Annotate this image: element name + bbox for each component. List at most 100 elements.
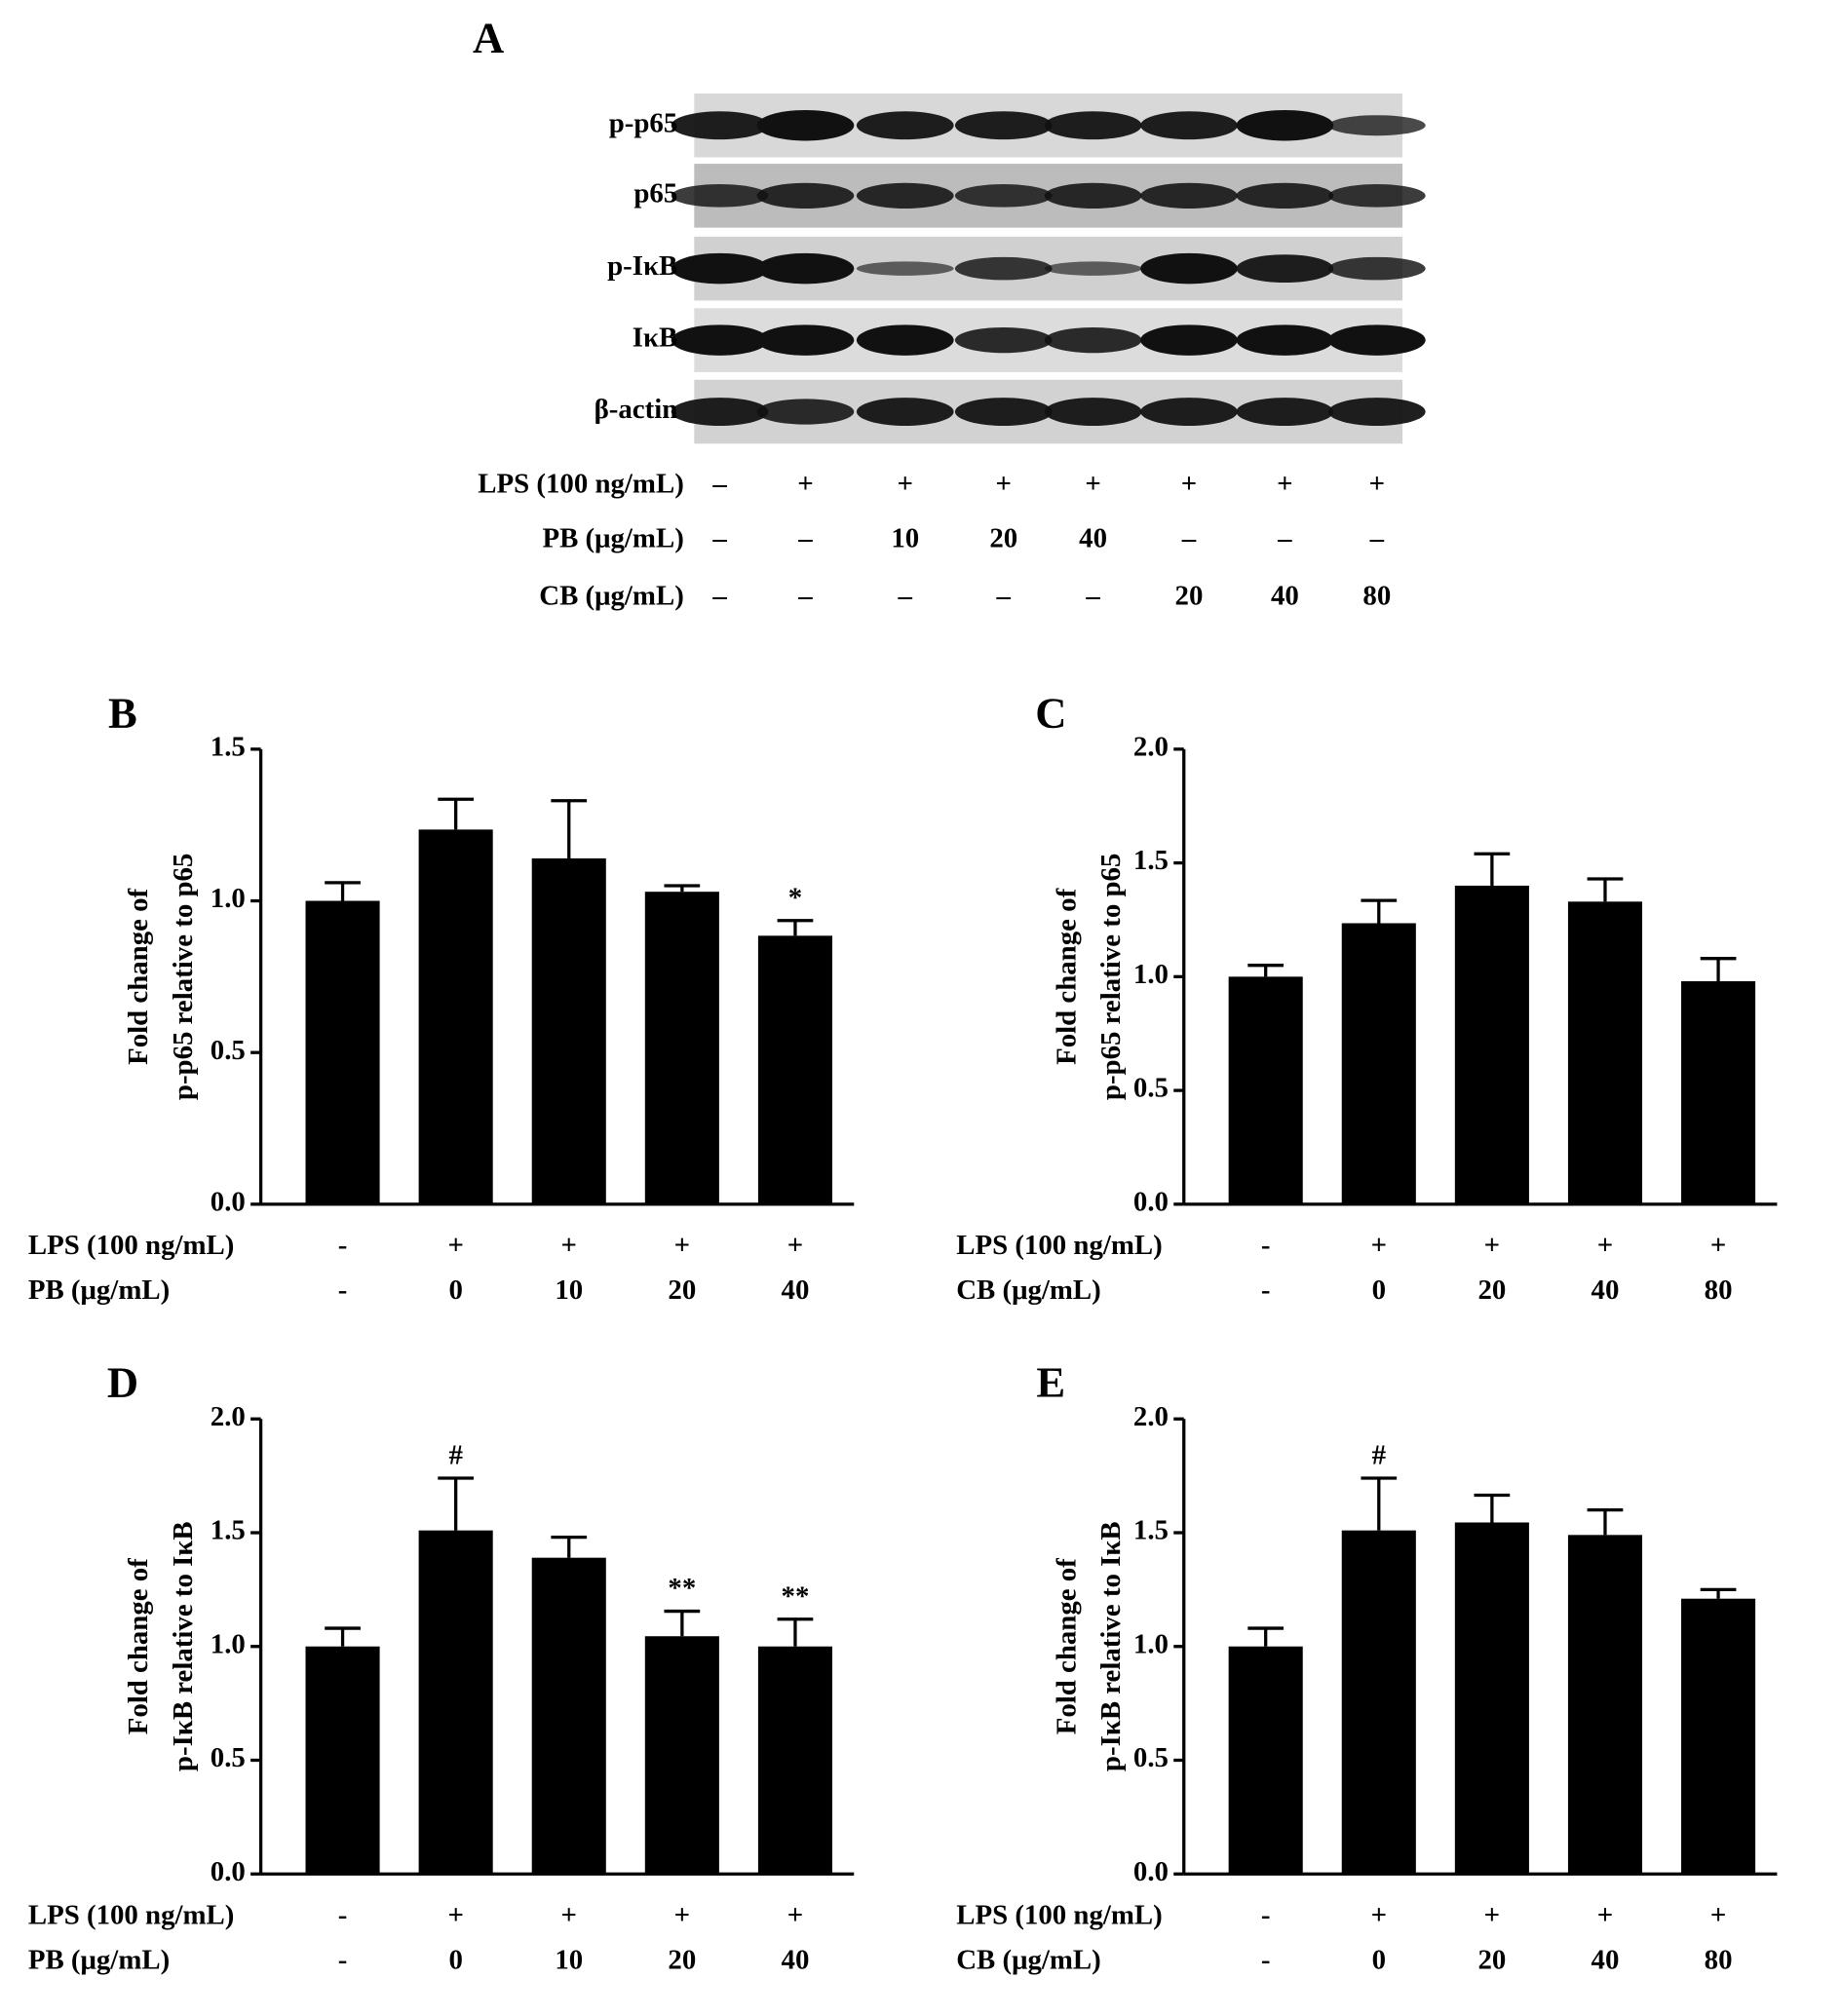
blot-band <box>856 182 954 209</box>
y-tick-label: 0.5 <box>1133 1742 1169 1773</box>
y-axis-label: Fold change of <box>123 1558 154 1734</box>
x-tick-label: 20 <box>668 1944 696 1975</box>
error-bar <box>1474 852 1511 886</box>
annotation: # <box>448 1440 463 1471</box>
error-bar <box>1700 957 1737 982</box>
bar <box>757 1646 832 1875</box>
treatment-value: – <box>711 523 727 554</box>
treatment-value: + <box>1277 468 1292 499</box>
y-tick-label: 1.0 <box>211 1628 246 1659</box>
treatment-label: CB (μg/mL) <box>539 581 684 612</box>
x-tick-label: 0 <box>1372 1944 1386 1975</box>
y-tick-label: 0.0 <box>1133 1856 1169 1887</box>
bar <box>1454 1522 1529 1875</box>
x-tick-label: + <box>1371 1230 1387 1261</box>
error-bar <box>438 797 475 830</box>
bar <box>1341 923 1416 1204</box>
x-row-label: LPS (100 ng/mL) <box>28 1230 235 1261</box>
bar <box>644 1636 719 1875</box>
blot-band <box>856 261 954 276</box>
x-tick-label: + <box>1597 1899 1613 1930</box>
x-row-label: LPS (100 ng/mL) <box>28 1899 235 1930</box>
x-tick-label: 40 <box>1592 1944 1620 1975</box>
blot-band <box>1140 182 1238 209</box>
blot-band <box>856 324 954 356</box>
bar <box>757 935 832 1204</box>
x-tick-label: + <box>787 1230 803 1261</box>
treatment-value: + <box>898 468 913 499</box>
treatment-value: – <box>711 468 727 499</box>
bar <box>1454 885 1529 1204</box>
error-bar <box>551 799 588 858</box>
error-bar <box>1247 964 1285 977</box>
blot-band <box>1044 111 1142 140</box>
blot-band <box>856 398 954 426</box>
blot-band <box>1140 111 1238 140</box>
x-row-label: LPS (100 ng/mL) <box>956 1899 1163 1930</box>
y-tick-label: 0.5 <box>211 1035 246 1066</box>
bar <box>418 829 493 1204</box>
blot-band <box>1140 324 1238 356</box>
blot-band <box>1327 324 1426 356</box>
blot-band <box>1327 256 1426 281</box>
treatment-value: + <box>1181 468 1197 499</box>
blot-band <box>1236 182 1334 209</box>
treatment-value: – <box>797 523 813 554</box>
bar <box>1341 1530 1416 1875</box>
x-tick-label: - <box>1261 1944 1271 1975</box>
treatment-value: + <box>1369 468 1385 499</box>
error-bar <box>1361 1476 1398 1531</box>
bar <box>1567 901 1643 1204</box>
x-tick-label: + <box>561 1230 577 1261</box>
blot-band <box>1327 184 1426 208</box>
treatment-value: – <box>898 581 913 612</box>
treatment-value: – <box>996 581 1012 612</box>
x-tick-label: 40 <box>1592 1274 1620 1306</box>
y-tick-label: 0.0 <box>1133 1186 1169 1217</box>
blot-band <box>1327 115 1426 136</box>
x-tick-label: 0 <box>1372 1274 1386 1306</box>
x-tick-label: - <box>338 1274 348 1306</box>
bar <box>1567 1535 1643 1875</box>
x-tick-label: + <box>561 1899 577 1930</box>
x-tick-label: + <box>1484 1230 1500 1261</box>
blot-band <box>756 399 855 425</box>
blot-band <box>671 324 769 356</box>
band-label: IκB <box>633 323 677 354</box>
y-tick-label: 2.0 <box>1133 1401 1169 1432</box>
x-tick-label: 10 <box>555 1274 583 1306</box>
bar <box>531 857 606 1204</box>
treatment-value: – <box>1181 523 1197 554</box>
error-bar <box>1587 1508 1624 1536</box>
annotation: # <box>1372 1440 1387 1471</box>
blot-band <box>1044 182 1142 209</box>
treatment-value: – <box>797 581 813 612</box>
annotation: ** <box>782 1580 810 1612</box>
blot-band <box>671 398 769 426</box>
band-label: p-IκB <box>607 250 677 282</box>
x-tick-label: + <box>1710 1230 1726 1261</box>
x-tick-label: 0 <box>448 1944 462 1975</box>
error-bar <box>777 1617 814 1647</box>
y-tick-label: 0.5 <box>1133 1073 1169 1104</box>
error-bar <box>777 919 814 936</box>
treatment-value: 40 <box>1271 581 1299 612</box>
bar <box>1681 1598 1756 1875</box>
error-bar <box>1361 898 1398 924</box>
error-bar <box>325 1626 361 1647</box>
x-tick-label: 20 <box>1477 1944 1506 1975</box>
annotation: * <box>788 882 802 913</box>
y-tick-label: 1.5 <box>1133 1515 1169 1546</box>
y-tick-label: 0.5 <box>211 1742 246 1773</box>
x-tick-label: 40 <box>782 1944 810 1975</box>
x-tick-label: + <box>674 1899 690 1930</box>
y-tick-label: 0.0 <box>211 1186 246 1217</box>
x-tick-label: 80 <box>1705 1944 1733 1975</box>
x-tick-label: - <box>338 1944 348 1975</box>
y-axis-label: Fold change of <box>123 888 154 1064</box>
blot-band <box>1236 324 1334 356</box>
y-axis-label: p-p65 relative to p65 <box>1095 854 1127 1100</box>
error-bar <box>664 884 701 893</box>
y-axis-label: p-p65 relative to p65 <box>168 854 199 1100</box>
blot-band <box>671 184 769 208</box>
